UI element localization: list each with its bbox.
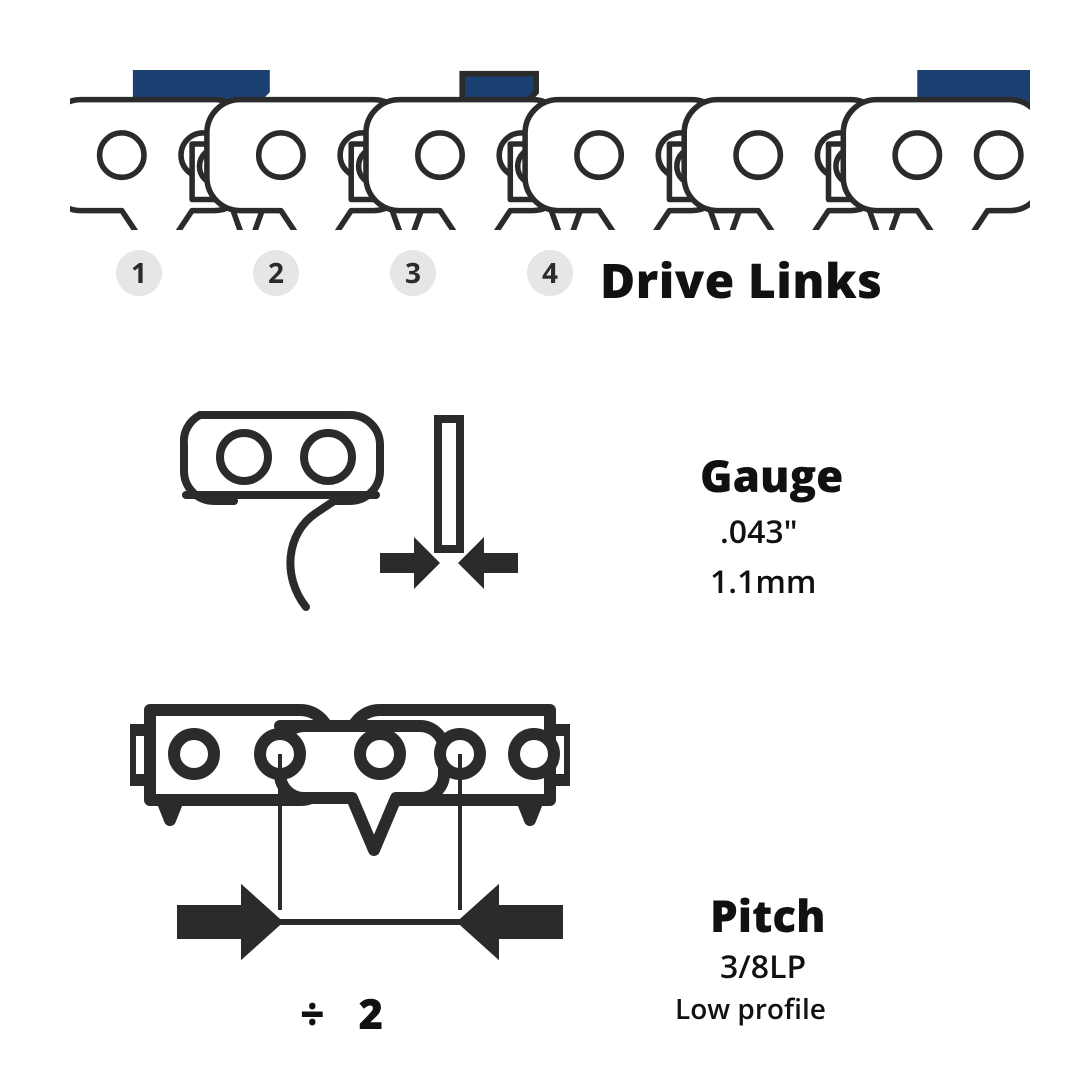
pitch-note: Low profile [675, 990, 826, 1028]
drive-link-badge-1: 1 [116, 250, 162, 296]
pitch-title: Pitch [710, 885, 826, 945]
gauge-diagram [180, 395, 550, 625]
badge-label: 1 [131, 254, 147, 292]
drive-link-badge-3: 3 [390, 250, 436, 296]
divide-symbol: ÷ [300, 985, 325, 1042]
badge-label: 4 [542, 254, 558, 292]
gauge-title: Gauge [700, 445, 843, 505]
chain-strip [70, 70, 1030, 230]
gauge-imperial: .043" [720, 510, 798, 553]
badge-label: 3 [405, 254, 421, 292]
drive-link-badge-4: 4 [527, 250, 573, 296]
divide-number: 2 [358, 985, 383, 1042]
badge-label: 2 [268, 254, 284, 292]
gauge-metric: 1.1mm [710, 560, 816, 603]
pitch-diagram [130, 700, 570, 990]
pitch-spec: 3/8LP [720, 945, 806, 988]
pitch-divide-label: ÷ 2 [300, 985, 383, 1042]
drive-links-title: Drive Links [600, 248, 882, 313]
drive-link-badge-2: 2 [253, 250, 299, 296]
